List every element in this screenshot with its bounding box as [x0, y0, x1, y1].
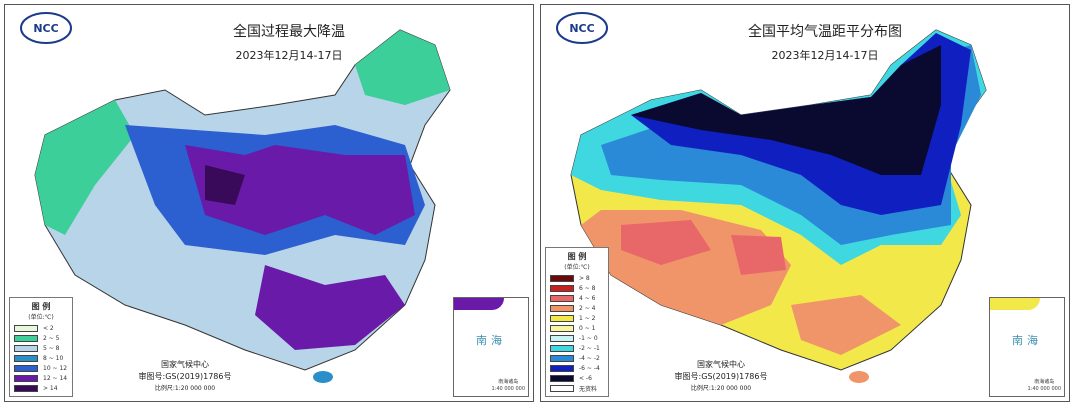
legend-item: 5 ~ 8: [14, 343, 68, 353]
legend-item: 6 ~ 8: [550, 283, 604, 293]
credit: 国家气候中心 审图号:GS(2019)1786号 比例尺:1:20 000 00…: [105, 359, 265, 395]
cooling-map-panel: NCC 全国过程最大降温 2023年12月14-17日 图 例 (单位:℃) <…: [4, 4, 534, 402]
credit-approval: 审图号:GS(2019)1786号: [674, 372, 768, 381]
legend-unit: (单位:℃): [28, 314, 54, 321]
legend-item: -6 ~ -4: [550, 363, 604, 373]
legend-title: 图 例: [31, 302, 51, 311]
legend-label: 8 ~ 10: [43, 354, 64, 362]
legend-swatch: [550, 334, 574, 342]
legend: 图 例 (单位:℃) < 2 2 ~ 5 5 ~ 8 8 ~ 10 10 ~ 12 12 …: [9, 297, 73, 397]
legend-label: > 14: [43, 384, 58, 392]
credit-approval: 审图号:GS(2019)1786号: [138, 372, 232, 381]
anomaly-map-panel: NCC 全国平均气温距平分布图 2023年12月14-17日 图 例 (单位:℃…: [540, 4, 1070, 402]
legend-swatch: [550, 314, 574, 322]
south-china-sea-inset: 南海 南海诸岛 1:40 000 000: [989, 297, 1065, 397]
legend-item: 1 ~ 2: [550, 313, 604, 323]
legend-swatch: [14, 364, 38, 372]
legend-item: > 14: [14, 383, 68, 393]
legend-swatch: [14, 384, 38, 392]
legend-swatch: [14, 344, 38, 352]
inset-scale: 1:40 000 000: [1027, 386, 1062, 392]
legend-label: < -6: [579, 374, 592, 382]
legend-swatch: [550, 374, 574, 382]
map-title: 全国过程最大降温: [233, 24, 345, 40]
legend-item: 12 ~ 14: [14, 373, 68, 383]
inset-sea-label: 南海: [1012, 334, 1042, 347]
legend-label: -1 ~ 0: [579, 334, 598, 342]
legend-item: -4 ~ -2: [550, 353, 604, 363]
legend-item: 10 ~ 12: [14, 363, 68, 373]
legend: 图 例 (单位:℃) > 8 6 ~ 8 4 ~ 6 2 ~ 4 1 ~ 2 0 ~ 1 -…: [545, 247, 609, 397]
legend-item: 8 ~ 10: [14, 353, 68, 363]
credit-scale: 比例尺:1:20 000 000: [154, 385, 216, 392]
legend-title: 图 例: [567, 252, 587, 261]
legend-swatch: [550, 384, 574, 392]
legend-label: 2 ~ 4: [579, 304, 596, 312]
legend-label: 10 ~ 12: [43, 364, 68, 372]
legend-label: 6 ~ 8: [579, 284, 596, 292]
credit-scale: 比例尺:1:20 000 000: [690, 385, 752, 392]
legend-label: 5 ~ 8: [43, 344, 60, 352]
ncc-logo: NCC: [20, 12, 72, 44]
inset-sea-label: 南海: [476, 334, 506, 347]
legend-label: > 8: [579, 274, 590, 282]
credit-org: 国家气候中心: [161, 360, 209, 369]
legend-item: > 8: [550, 273, 604, 283]
legend-label: 无资料: [579, 385, 598, 393]
legend-label: 4 ~ 6: [579, 294, 596, 302]
legend-swatch: [550, 354, 574, 362]
legend-swatch: [550, 294, 574, 302]
legend-label: -6 ~ -4: [579, 364, 600, 372]
legend-item: 2 ~ 4: [550, 303, 604, 313]
inset-caption: 南海诸岛: [1034, 379, 1055, 385]
legend-swatch: [14, 324, 38, 332]
legend-item: < -6: [550, 373, 604, 383]
legend-label: 12 ~ 14: [43, 374, 68, 382]
legend-label: -4 ~ -2: [579, 354, 600, 362]
south-china-sea-inset: 南海 南海诸岛 1:40 000 000: [453, 297, 529, 397]
legend-label: < 2: [43, 324, 54, 332]
legend-swatch: [14, 374, 38, 382]
cooling-map: [34, 29, 451, 383]
svg-text:NCC: NCC: [33, 22, 58, 35]
legend-label: -2 ~ -1: [579, 344, 600, 352]
legend-label: 1 ~ 2: [579, 314, 596, 322]
legend-swatch: [550, 284, 574, 292]
legend-item: 2 ~ 5: [14, 333, 68, 343]
legend-item: 无资料: [550, 383, 604, 393]
legend-swatch: [550, 324, 574, 332]
legend-swatch: [550, 344, 574, 352]
map-date: 2023年12月14-17日: [235, 49, 343, 62]
legend-label: 2 ~ 5: [43, 334, 60, 342]
inset-caption: 南海诸岛: [498, 379, 519, 385]
legend-item: 0 ~ 1: [550, 323, 604, 333]
legend-swatch: [550, 364, 574, 372]
ncc-logo: NCC: [556, 12, 608, 44]
legend-item: < 2: [14, 323, 68, 333]
legend-item: -1 ~ 0: [550, 333, 604, 343]
svg-text:NCC: NCC: [569, 22, 594, 35]
legend-item: 4 ~ 6: [550, 293, 604, 303]
map-title: 全国平均气温距平分布图: [748, 24, 902, 40]
legend-item: -2 ~ -1: [550, 343, 604, 353]
credit-org: 国家气候中心: [697, 360, 745, 369]
credit: 国家气候中心 审图号:GS(2019)1786号 比例尺:1:20 000 00…: [641, 359, 801, 395]
legend-swatch: [550, 274, 574, 282]
legend-swatch: [14, 354, 38, 362]
legend-swatch: [14, 334, 38, 342]
legend-label: 0 ~ 1: [579, 324, 596, 332]
legend-swatch: [550, 304, 574, 312]
inset-scale: 1:40 000 000: [491, 386, 526, 392]
map-date: 2023年12月14-17日: [771, 49, 879, 62]
legend-unit: (单位:℃): [564, 264, 590, 271]
anomaly-map: [570, 29, 987, 383]
